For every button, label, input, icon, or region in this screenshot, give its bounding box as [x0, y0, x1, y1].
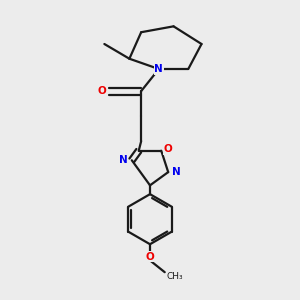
Text: N: N [154, 64, 163, 74]
Text: CH₃: CH₃ [166, 272, 183, 281]
Text: O: O [164, 144, 172, 154]
Text: N: N [172, 167, 181, 177]
Text: O: O [146, 252, 154, 262]
Text: O: O [97, 86, 106, 96]
Text: N: N [119, 155, 128, 165]
